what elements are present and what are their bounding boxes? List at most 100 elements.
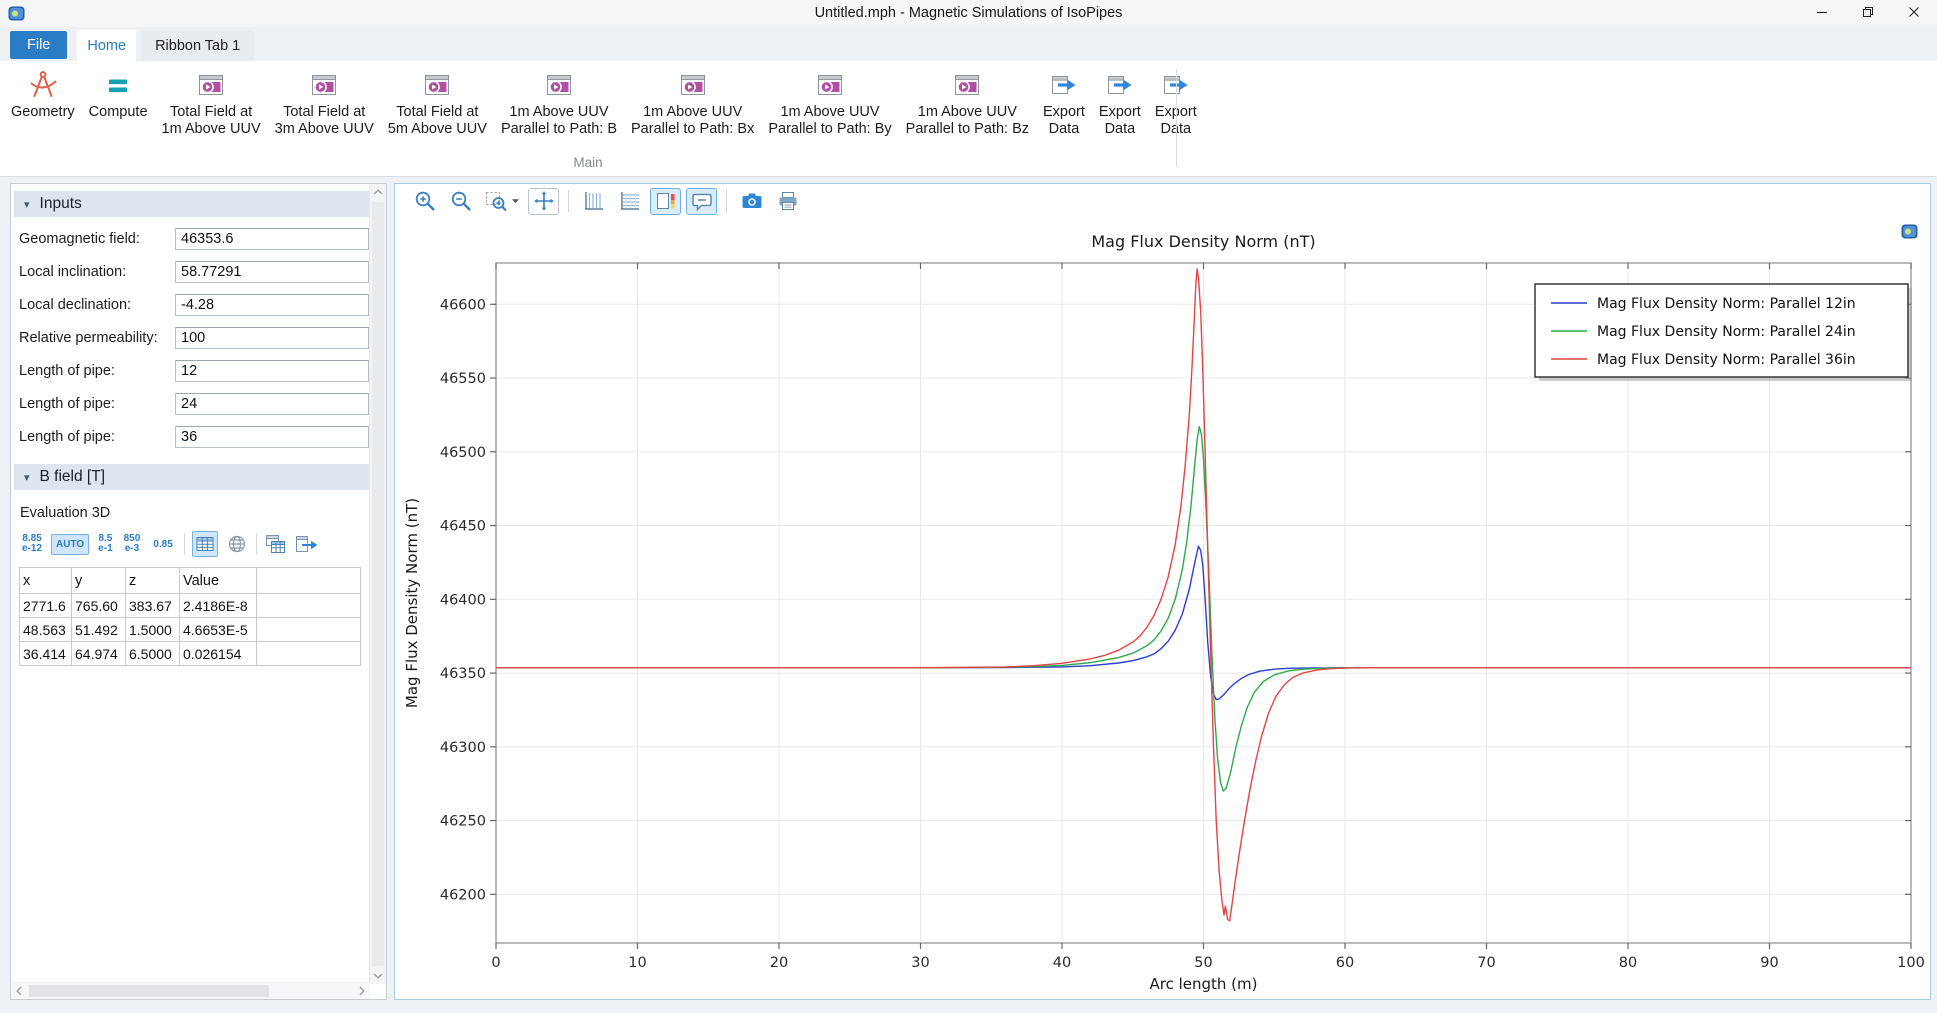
- svg-text:Mag Flux Density Norm (nT): Mag Flux Density Norm (nT): [1091, 232, 1315, 251]
- field-row: Length of pipe:: [19, 393, 386, 415]
- local-inclination-input[interactable]: [175, 261, 369, 283]
- length-of-pipe-1-input[interactable]: [175, 360, 369, 382]
- ribbon-group-label: Main: [0, 155, 1176, 170]
- plot-legends-toggle[interactable]: [686, 188, 717, 215]
- plot-total-field-3m-button[interactable]: Total Field at3m Above UUV: [268, 61, 381, 138]
- length-of-pipe-2-input[interactable]: [175, 393, 369, 415]
- plot-group-icon: [677, 69, 709, 101]
- toolbar-separator: [726, 190, 727, 212]
- zoom-out-button[interactable]: [445, 188, 476, 215]
- format-decimal-button[interactable]: 0.85: [149, 535, 176, 554]
- full-precision-button[interactable]: [225, 532, 249, 556]
- section-header-bfield[interactable]: ▾ B field [T]: [14, 464, 383, 490]
- x-axis-grid-button[interactable]: [578, 188, 609, 215]
- zoom-in-button[interactable]: [409, 188, 440, 215]
- tab-home[interactable]: Home: [77, 30, 136, 61]
- tab-file[interactable]: File: [10, 31, 67, 59]
- export-table-button[interactable]: [295, 532, 319, 556]
- settings-panel: ▾ Inputs Geomagnetic field:Local inclina…: [10, 183, 387, 1000]
- plot-area[interactable]: 0102030405060708090100462004625046300463…: [395, 218, 1930, 999]
- column-header-filler: [257, 568, 361, 594]
- table-cell: 4.6653E-5: [180, 618, 257, 642]
- svg-text:70: 70: [1477, 955, 1495, 971]
- plot-parallel-b-button[interactable]: 1m Above UUVParallel to Path: B: [494, 61, 624, 138]
- svg-text:20: 20: [770, 955, 788, 971]
- close-button[interactable]: [1891, 0, 1937, 27]
- scrollbar-thumb[interactable]: [29, 985, 269, 997]
- export-data-1-button[interactable]: ExportData: [1036, 61, 1092, 138]
- copy-table-button[interactable]: [264, 532, 288, 556]
- zoom-out-icon: [449, 189, 473, 213]
- scroll-left-icon[interactable]: [11, 983, 27, 999]
- local-declination-input[interactable]: [175, 294, 369, 316]
- svg-text:Mag Flux Density Norm: Paralle: Mag Flux Density Norm: Parallel 36in: [1597, 352, 1856, 368]
- scroll-right-icon[interactable]: [354, 983, 370, 999]
- svg-text:10: 10: [628, 955, 646, 971]
- scrollbar-thumb[interactable]: [372, 202, 384, 966]
- zoom-extents-button[interactable]: [528, 188, 559, 215]
- print-icon: [776, 189, 800, 213]
- format-engineering-button[interactable]: 8.5e-1: [96, 532, 114, 556]
- plot-parallel-bz-button[interactable]: 1m Above UUVParallel to Path: Bz: [899, 61, 1036, 138]
- show-table-toggle[interactable]: [192, 531, 218, 557]
- print-button[interactable]: [772, 188, 803, 215]
- ribbon-button-label: 1m Above UUVParallel to Path: By: [768, 104, 891, 138]
- tab-ribbon-tab-1[interactable]: Ribbon Tab 1: [141, 30, 254, 61]
- settings-horizontal-scrollbar[interactable]: [11, 982, 370, 999]
- relative-permeability-label: Relative permeability:: [19, 330, 175, 346]
- section-header-inputs[interactable]: ▾ Inputs: [14, 191, 383, 217]
- ribbon-button-label: Total Field at5m Above UUV: [388, 104, 487, 138]
- column-header[interactable]: z: [126, 568, 180, 594]
- graphics-toolbar: [395, 184, 1930, 218]
- svg-text:46250: 46250: [440, 814, 486, 830]
- ribbon-button-label: Total Field at3m Above UUV: [275, 104, 374, 138]
- table-row[interactable]: 2771.6765.60383.672.4186E-8: [20, 594, 361, 618]
- maximize-button[interactable]: [1845, 0, 1891, 27]
- svg-text:40: 40: [1053, 955, 1071, 971]
- table-row[interactable]: 48.56351.4921.50004.6653E-5: [20, 618, 361, 642]
- plot-parallel-by-button[interactable]: 1m Above UUVParallel to Path: By: [761, 61, 898, 138]
- length-of-pipe-1-label: Length of pipe:: [19, 363, 175, 379]
- color-legend-toggle[interactable]: [650, 188, 681, 215]
- export-data-2-button[interactable]: ExportData: [1092, 61, 1148, 138]
- geometry-button[interactable]: Geometry: [4, 61, 82, 121]
- inputs-field-list: Geomagnetic field:Local inclination:Loca…: [11, 228, 386, 448]
- ribbon-button-label: Compute: [89, 104, 148, 121]
- window-controls: [1799, 0, 1937, 27]
- format-scientific-button[interactable]: 8.85e-12: [20, 532, 44, 556]
- y-grid-icon: [618, 189, 642, 213]
- y-axis-grid-button[interactable]: [614, 188, 645, 215]
- column-header[interactable]: x: [20, 568, 72, 594]
- settings-vertical-scrollbar[interactable]: [369, 184, 386, 984]
- image-snapshot-button[interactable]: [736, 188, 767, 215]
- svg-text:46450: 46450: [440, 519, 486, 535]
- export-data-icon: [1048, 69, 1080, 101]
- zoom-extents-icon: [532, 189, 556, 213]
- plot-canvas[interactable]: 0102030405060708090100462004625046300463…: [395, 218, 1930, 999]
- format-auto-button[interactable]: AUTO: [51, 534, 89, 555]
- relative-permeability-input[interactable]: [175, 327, 369, 349]
- scroll-up-icon[interactable]: [370, 184, 386, 200]
- scroll-down-icon[interactable]: [370, 968, 386, 984]
- plot-parallel-bx-button[interactable]: 1m Above UUVParallel to Path: Bx: [624, 61, 761, 138]
- svg-text:Mag Flux Density Norm (nT): Mag Flux Density Norm (nT): [403, 498, 421, 708]
- geometry-icon: [27, 69, 59, 101]
- plot-total-field-1m-button[interactable]: Total Field at1m Above UUV: [155, 61, 268, 138]
- column-header[interactable]: Value: [180, 568, 257, 594]
- globe-icon: [227, 534, 247, 554]
- table-cell-filler: [257, 594, 361, 618]
- table-row[interactable]: 36.41464.9746.50000.026154: [20, 642, 361, 666]
- compute-button[interactable]: Compute: [82, 61, 155, 121]
- svg-text:Mag Flux Density Norm: Paralle: Mag Flux Density Norm: Parallel 12in: [1597, 296, 1856, 312]
- ribbon: Geometry Compute Total Field at1m Above UU…: [0, 61, 1937, 177]
- column-header[interactable]: y: [72, 568, 126, 594]
- field-row: Length of pipe:: [19, 360, 386, 382]
- plot-total-field-5m-button[interactable]: Total Field at5m Above UUV: [381, 61, 494, 138]
- plot-group-icon: [195, 69, 227, 101]
- format-milli-button[interactable]: 850e-3: [122, 532, 143, 556]
- geomagnetic-field-input[interactable]: [175, 228, 369, 250]
- zoom-box-button[interactable]: [481, 188, 523, 215]
- length-of-pipe-3-input[interactable]: [175, 426, 369, 448]
- copy-table-icon: [265, 534, 287, 554]
- minimize-button[interactable]: [1799, 0, 1845, 27]
